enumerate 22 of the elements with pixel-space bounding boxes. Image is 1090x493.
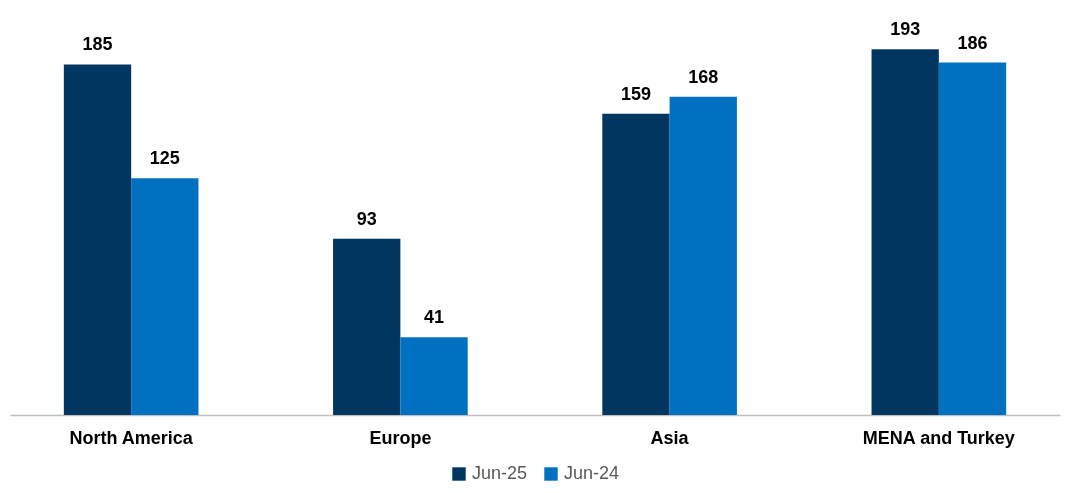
data-label: 168 (688, 66, 719, 87)
legend-label: Jun-25 (472, 463, 528, 483)
bar (871, 49, 939, 415)
x-tick-label: North America (69, 427, 194, 448)
x-tick-label: MENA and Turkey (862, 427, 1015, 448)
x-tick-label: Europe (369, 427, 432, 448)
legend-label: Jun-24 (564, 463, 620, 483)
data-label: 41 (424, 307, 445, 328)
data-label: 185 (82, 34, 113, 55)
bar (400, 337, 468, 415)
data-label: 193 (890, 19, 921, 40)
data-label: 125 (149, 148, 180, 169)
bar (669, 96, 737, 415)
data-label: 159 (620, 83, 651, 104)
data-label: 186 (957, 32, 988, 53)
bar (131, 178, 199, 415)
bar (938, 62, 1007, 415)
bar (602, 113, 670, 415)
x-tick-label: Asia (650, 427, 690, 448)
data-label: 93 (356, 208, 377, 229)
bar (63, 64, 132, 415)
bar (333, 238, 401, 415)
